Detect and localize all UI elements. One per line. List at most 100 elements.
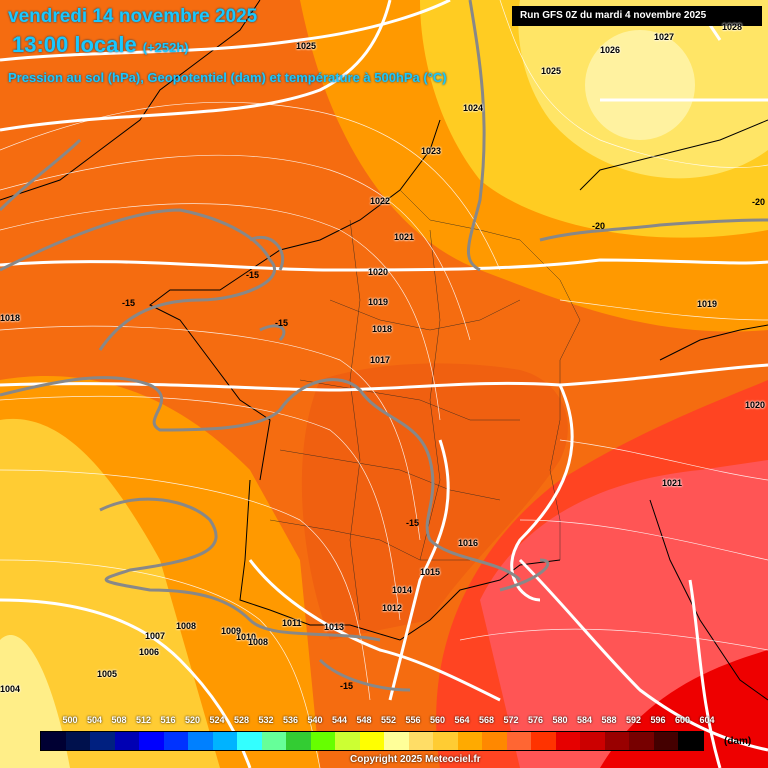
isotherm-label: -15 [340, 681, 354, 691]
isotherms [0, 0, 768, 692]
isobar-label: 1027 [654, 32, 675, 42]
copyright: Copyright 2025 Meteociel.fr [350, 754, 481, 765]
legend-value: 516 [160, 715, 176, 725]
legend-value: 564 [454, 715, 470, 725]
isobar-label: 1006 [139, 647, 160, 657]
legend-value: 544 [331, 715, 348, 725]
legend-value: 504 [86, 715, 103, 725]
legend-swatch [261, 732, 286, 750]
isobar-label: 1020 [368, 267, 389, 277]
legend-swatch [212, 732, 237, 750]
isotherm-label: -15 [246, 270, 260, 280]
isobar-label: 1025 [541, 66, 562, 76]
legend-value: 528 [233, 715, 250, 725]
isobar-label: 1024 [463, 103, 484, 113]
legend-swatch [359, 732, 384, 750]
legend-swatch [237, 732, 262, 750]
legend-swatch [604, 732, 629, 750]
legend-value: 500 [62, 715, 78, 725]
legend-swatch [286, 732, 311, 750]
legend-value: 532 [258, 715, 274, 725]
legend-swatch [433, 732, 458, 750]
band-560 [585, 30, 695, 140]
legend-swatch [41, 732, 66, 750]
legend-value: 552 [380, 715, 397, 725]
legend-swatch [310, 732, 335, 750]
isobar-label: 1008 [248, 637, 269, 647]
legend-swatch [457, 732, 482, 750]
legend-value: 604 [699, 715, 715, 725]
legend-value: 512 [135, 715, 152, 725]
legend-value: 568 [478, 715, 495, 725]
borders [269, 189, 581, 621]
isobar-label: 1021 [394, 232, 415, 242]
legend-swatch [335, 732, 360, 750]
legend-swatch [678, 732, 703, 750]
legend-value: 520 [184, 715, 201, 725]
isobar-label: 1020 [745, 400, 766, 410]
legend-swatch [114, 732, 139, 750]
legend-swatch [384, 732, 409, 750]
isotherm-label: -20 [752, 197, 766, 207]
legend-value: 536 [282, 715, 299, 725]
isobar-label: 1019 [697, 299, 718, 309]
isobar-label: 1009 [221, 626, 242, 636]
legend-swatch [531, 732, 556, 750]
isobar-label: 1004 [0, 684, 21, 694]
isotherm-label: -15 [406, 518, 420, 528]
legend-value: 560 [429, 715, 446, 725]
legend-swatch [139, 732, 164, 750]
legend-swatch [653, 732, 678, 750]
legend-value: 580 [552, 715, 568, 725]
legend-swatch [65, 732, 90, 750]
isobar-label: 1016 [458, 538, 479, 548]
isotherm-label: -20 [592, 221, 606, 231]
isobar-label: 1025 [296, 41, 317, 51]
isobar-label: 1018 [372, 324, 393, 334]
isobar-label: 1005 [97, 669, 118, 679]
legend-value: 548 [356, 715, 372, 725]
legend-swatch [90, 732, 115, 750]
legend-value: 588 [601, 715, 617, 725]
legend-unit: (dam) [724, 736, 752, 747]
legend-swatch [506, 732, 531, 750]
isobar-label: 1008 [176, 621, 197, 631]
legend-value: 556 [405, 715, 421, 725]
legend-value: 508 [111, 715, 127, 725]
france-warm [301, 363, 568, 640]
isotherm-label: -15 [275, 318, 289, 328]
isobar-label: 1022 [370, 196, 391, 206]
legend-colorbar [40, 731, 704, 751]
band-568 [0, 418, 220, 768]
isobar-label: 1007 [145, 631, 166, 641]
isobar-label: 1028 [722, 22, 743, 32]
isobar-label: 1023 [421, 146, 442, 156]
forecast-time: 13:00 locale (+252h) [12, 32, 189, 58]
legend-swatch [555, 732, 580, 750]
forecast-date: vendredi 14 novembre 2025 [8, 6, 258, 27]
isobar-label: 1011 [282, 618, 302, 628]
legend-swatch [629, 732, 654, 750]
forecast-time-text: 13:00 locale [12, 32, 137, 57]
legend-value: 596 [650, 715, 666, 725]
map-subtitle: Pression au sol (hPa), Geopotentiel (dam… [8, 70, 447, 85]
isobar-label: 1017 [370, 355, 391, 365]
legend-value: 572 [503, 715, 519, 725]
legend-swatch [482, 732, 507, 750]
isobar-label: 1018 [0, 313, 21, 323]
isobar-label: 1019 [368, 297, 389, 307]
legend-swatch [188, 732, 213, 750]
legend-swatch [163, 732, 188, 750]
legend-swatch [408, 732, 433, 750]
isobar-label: 1021 [662, 478, 683, 488]
run-info: Run GFS 0Z du mardi 4 novembre 2025 [512, 6, 762, 26]
isotherm-label: -15 [122, 298, 136, 308]
legend-value: 584 [576, 715, 593, 725]
forecast-lead: (+252h) [142, 40, 189, 55]
legend-value: 592 [625, 715, 642, 725]
isobar-label: 1026 [600, 45, 621, 55]
legend-swatch [580, 732, 605, 750]
isobar-label: 1010 [236, 632, 257, 642]
isobar-label: 1014 [392, 585, 413, 595]
